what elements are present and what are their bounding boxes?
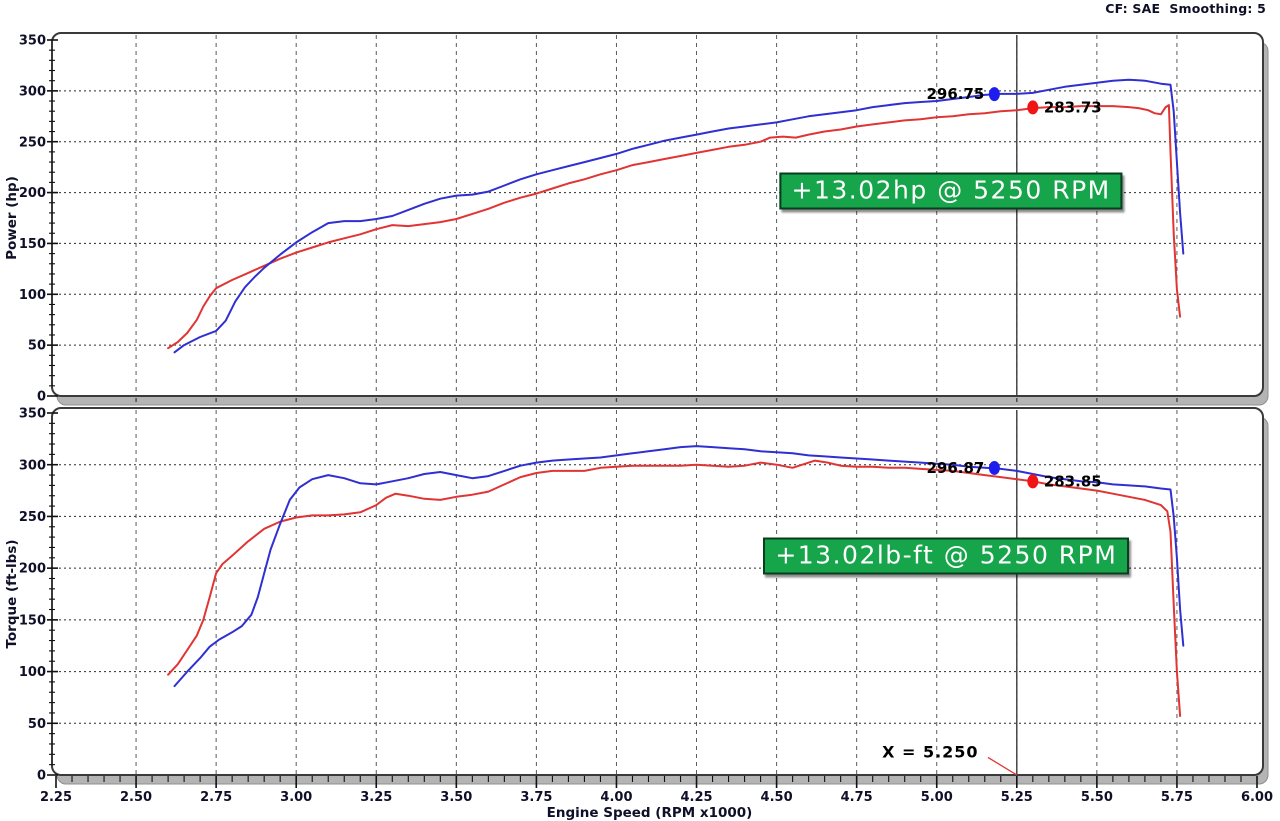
y-axis-title: Power (hp) bbox=[4, 176, 20, 260]
x-tick-label: 4.75 bbox=[841, 790, 873, 805]
x-tick-label: 4.25 bbox=[680, 790, 712, 805]
blue-torque-cursor-marker bbox=[988, 460, 1000, 475]
y-tick-label: 50 bbox=[28, 717, 46, 732]
x-tick-label: 2.25 bbox=[40, 790, 72, 805]
blue-run-torque-curve bbox=[173, 445, 1185, 688]
torque-chart-panel bbox=[51, 407, 1264, 776]
red-run-torque-curve bbox=[167, 459, 1182, 717]
blue-torque-cursor-marker-value: 296.87 bbox=[926, 459, 984, 477]
red-power-cursor-marker bbox=[1027, 100, 1039, 115]
y-tick-label: 150 bbox=[19, 237, 46, 252]
power-gain-callout: +13.02hp @ 5250 RPM bbox=[779, 172, 1123, 210]
y-tick-label: 250 bbox=[19, 135, 46, 150]
y-tick-label: 0 bbox=[37, 390, 46, 405]
y-tick-label: 250 bbox=[19, 510, 46, 525]
x-tick-label: 3.00 bbox=[280, 790, 312, 805]
y-tick-label: 300 bbox=[19, 84, 46, 99]
x-tick-label: 2.50 bbox=[120, 790, 152, 805]
x-tick-label: 3.25 bbox=[360, 790, 392, 805]
red-power-cursor-marker-value: 283.73 bbox=[1044, 98, 1102, 116]
y-tick-label: 50 bbox=[28, 339, 46, 354]
y-tick-label: 100 bbox=[19, 665, 46, 680]
red-run-power-curve bbox=[167, 104, 1182, 350]
red-torque-cursor-marker bbox=[1027, 474, 1039, 489]
x-tick-label: 2.75 bbox=[200, 790, 232, 805]
x-tick-label: 6.00 bbox=[1241, 790, 1273, 805]
power-chart-panel bbox=[51, 32, 1264, 397]
y-tick-label: 100 bbox=[19, 288, 46, 303]
cursor-x-value-label: X = 5.250 bbox=[882, 742, 979, 762]
blue-power-cursor-marker bbox=[988, 87, 1000, 102]
y-axis-title: Torque (ft-lbs) bbox=[4, 539, 20, 648]
x-tick-label: 5.75 bbox=[1161, 790, 1193, 805]
y-tick-label: 350 bbox=[19, 407, 46, 422]
red-torque-cursor-marker-value: 283.85 bbox=[1044, 472, 1102, 490]
y-tick-label: 150 bbox=[19, 613, 46, 628]
x-tick-label: 3.75 bbox=[520, 790, 552, 805]
y-tick-label: 0 bbox=[37, 769, 46, 784]
y-tick-label: 200 bbox=[19, 562, 46, 577]
x-tick-label: 5.25 bbox=[1001, 790, 1033, 805]
y-tick-label: 300 bbox=[19, 458, 46, 473]
correction-smoothing-info: CF: SAE Smoothing: 5 bbox=[1105, 1, 1266, 16]
y-tick-label: 350 bbox=[19, 34, 46, 49]
x-tick-label: 4.00 bbox=[600, 790, 632, 805]
blue-power-cursor-marker-value: 296.75 bbox=[926, 85, 984, 103]
blue-run-power-curve bbox=[173, 78, 1185, 354]
cursor-note-leader bbox=[987, 756, 1018, 776]
x-tick-label: 5.00 bbox=[921, 790, 953, 805]
x-tick-label: 3.50 bbox=[440, 790, 472, 805]
y-tick-label: 200 bbox=[19, 186, 46, 201]
x-axis-title: Engine Speed (RPM x1000) bbox=[547, 805, 753, 821]
x-tick-label: 4.50 bbox=[761, 790, 793, 805]
torque-gain-callout: +13.02lb-ft @ 5250 RPM bbox=[763, 537, 1130, 575]
x-tick-label: 5.50 bbox=[1081, 790, 1113, 805]
